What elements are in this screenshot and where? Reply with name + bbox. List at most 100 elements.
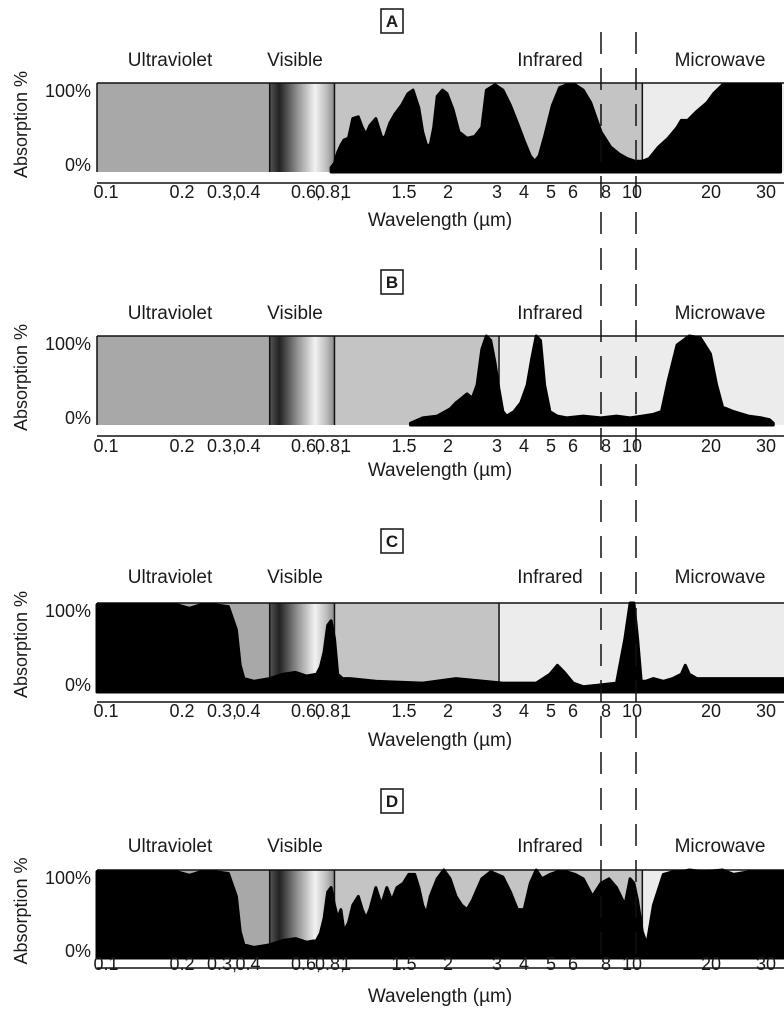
x-axis-label: Wavelength (µm) [368,986,512,1007]
x-tick-label: 0.6, [291,954,321,974]
x-tick-label: 0.4 [235,954,260,974]
x-tick-label: 0.1 [93,182,118,202]
x-tick-label: 0.3, [207,182,237,202]
band-label: Visible [267,50,323,71]
x-tick-label: 0.4 [235,701,260,721]
y-tick-label: 0% [65,408,91,428]
y-axis-label: Absorption % [11,324,31,431]
panel-A: A Ultraviolet Visible Infrared Microwave 10 0%… [11,8,784,231]
panel-label-box [380,269,404,295]
x-tick-label: 5 [546,436,556,456]
band-label: Microwave [675,50,766,71]
x-tick-label: 4 [519,182,529,202]
x-tick-label: 20 [701,436,721,456]
absorption-area-C [95,601,784,694]
x-tick-label: 1 [341,436,351,456]
panel-label-box [380,528,404,554]
y-tick-label: 100% [45,868,91,888]
x-tick-label: 0.8, [315,436,345,456]
visible-band [269,83,335,172]
x-tick-label: 10 [622,182,642,202]
x-tick-label: 4 [519,954,529,974]
x-tick-label: 2 [443,436,453,456]
x-tick-label: 2 [443,182,453,202]
x-tick-label: 30 [756,182,776,202]
x-axis-label: Wavelength (µm) [368,460,512,481]
x-tick-label: 8 [601,954,611,974]
x-tick-label: 1.5 [391,436,416,456]
x-tick-label: 20 [701,701,721,721]
x-tick-label: 1 [341,954,351,974]
x-tick-label: 6 [568,182,578,202]
absorption-area-D [95,868,784,960]
x-tick-label: 0.2 [169,954,194,974]
band-label: Microwave [675,567,766,588]
x-tick-label: 5 [546,701,556,721]
visible-band [269,336,335,425]
y-axis-label: Absorption % [11,591,31,698]
x-tick-label: 3 [492,701,502,721]
x-tick-label: 30 [756,701,776,721]
y-axis-label: Absorption % [11,857,31,964]
x-tick-label: 0.2 [169,182,194,202]
x-tick-label: 0.6, [291,436,321,456]
x-tick-label: 10 [622,436,642,456]
uv-band [97,336,270,425]
x-tick-label: 2 [443,954,453,974]
absorption-area-A [329,83,782,174]
x-tick-label: 0.6, [291,701,321,721]
x-tick-label: 8 [601,182,611,202]
y-tick-label: 0% [65,941,91,961]
x-tick-label: 4 [519,701,529,721]
panel-label: B [386,273,398,292]
x-tick-label: 1.5 [391,701,416,721]
x-tick-label: 0.8, [315,182,345,202]
ir-band-near [334,603,500,692]
band-label: Visible [267,303,323,324]
x-tick-label: 8 [601,436,611,456]
band-label: Microwave [675,303,766,324]
x-tick-label: 0.8, [315,954,345,974]
x-tick-label: 10 [622,701,642,721]
x-tick-label: 3 [492,436,502,456]
x-tick-label: 0.3, [207,701,237,721]
x-tick-label: 30 [756,954,776,974]
band-label: Infrared [517,50,582,71]
panel-label-box [380,788,404,814]
x-tick-label: 0.3, [207,436,237,456]
band-label: Visible [267,836,323,857]
x-tick-label: 0.2 [169,436,194,456]
uv-band [97,83,270,172]
band-label: Ultraviolet [128,303,213,324]
x-tick-label: 0.4 [235,436,260,456]
x-tick-label: 1.5 [391,182,416,202]
band-label: Ultraviolet [128,50,213,71]
band-label: Infrared [517,567,582,588]
x-tick-label: 1 [341,182,351,202]
x-tick-label: 0.2 [169,701,194,721]
x-axis-label: Wavelength (µm) [368,730,512,751]
x-tick-label: 0.4 [235,182,260,202]
band-label: Infrared [517,303,582,324]
x-tick-label: 20 [701,182,721,202]
x-tick-label: 5 [546,954,556,974]
x-tick-label: 6 [568,954,578,974]
band-label: Visible [267,567,323,588]
x-tick-label: 20 [701,954,721,974]
band-label: Ultraviolet [128,836,213,857]
x-tick-label: 0.1 [93,701,118,721]
panel-label: A [386,12,398,31]
panel-label: C [386,532,398,551]
y-tick-label: 0% [65,155,91,175]
panel-label-box [380,8,404,34]
y-tick-label: 100% [45,334,91,354]
x-tick-label: 6 [568,701,578,721]
y-tick-label: 0% [65,675,91,695]
x-tick-label: 2 [443,701,453,721]
x-tick-label: 0.6, [291,182,321,202]
x-tick-label: 1.5 [391,954,416,974]
x-tick-label: 0.8, [315,701,345,721]
